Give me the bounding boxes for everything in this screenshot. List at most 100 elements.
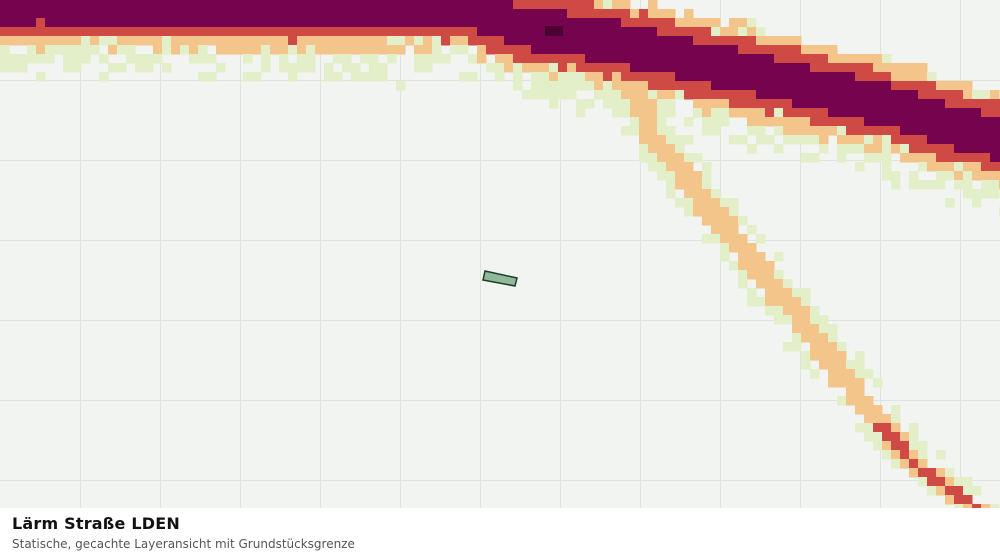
- noise-cell-level_1: [198, 72, 208, 82]
- noise-cell-level_1: [657, 108, 667, 118]
- noise-cell-level_4: [594, 27, 604, 37]
- noise-cell-level_4: [864, 81, 874, 91]
- noise-cell-level_4: [747, 63, 757, 73]
- noise-cell-level_4: [288, 0, 298, 10]
- noise-cell-level_1: [72, 45, 82, 55]
- noise-cell-level_4: [576, 18, 586, 28]
- noise-cell-level_1: [513, 72, 523, 82]
- noise-cell-level_4: [171, 9, 181, 19]
- noise-cell-level_2: [315, 36, 325, 46]
- noise-map[interactable]: [0, 0, 1000, 508]
- noise-cell-level_4: [828, 90, 838, 100]
- noise-cell-level_1: [918, 477, 928, 487]
- noise-cell-level_4: [387, 0, 397, 10]
- noise-cell-level_4: [135, 0, 145, 10]
- noise-cell-level_1: [990, 189, 1000, 199]
- noise-cell-level_4: [630, 27, 640, 37]
- noise-cell-level_4: [972, 117, 982, 127]
- noise-cell-level_4: [576, 36, 586, 46]
- noise-cell-level_3: [612, 63, 622, 73]
- noise-cell-level_4: [243, 9, 253, 19]
- noise-cell-level_2: [396, 45, 406, 55]
- map-canvas[interactable]: [0, 0, 1000, 508]
- noise-cell-level_3: [792, 45, 802, 55]
- noise-cell-level_2: [153, 36, 163, 46]
- noise-cell-level_4: [477, 9, 487, 19]
- noise-cell-level_4: [648, 27, 658, 37]
- noise-cell-level_2: [747, 27, 757, 37]
- noise-cell-level_2: [567, 63, 577, 73]
- noise-cell-level_2: [756, 36, 766, 46]
- noise-cell-level_2: [855, 54, 865, 64]
- noise-cell-level_4: [306, 0, 316, 10]
- noise-cell-level_2: [756, 261, 766, 271]
- noise-cell-level_4: [423, 9, 433, 19]
- noise-cell-level_4: [666, 54, 676, 64]
- noise-cell-level_1: [9, 63, 19, 73]
- noise-cell-level_2: [909, 468, 919, 478]
- noise-cell-level_2: [630, 9, 640, 19]
- noise-cell-level_4: [54, 18, 64, 28]
- noise-cell-level_3: [891, 135, 901, 145]
- noise-cell-level_1: [459, 45, 469, 55]
- noise-cell-level_1: [279, 54, 289, 64]
- noise-cell-level_2: [657, 153, 667, 163]
- noise-cell-level_1: [198, 54, 208, 64]
- noise-cell-level_4: [441, 18, 451, 28]
- noise-cell-level_3: [738, 45, 748, 55]
- noise-cell-level_3: [882, 126, 892, 136]
- noise-cell-level_2: [270, 45, 280, 55]
- noise-cell-level_2: [801, 315, 811, 325]
- noise-cell-level_3: [630, 72, 640, 82]
- noise-cell-level_1: [891, 414, 901, 424]
- noise-cell-level_2: [729, 216, 739, 226]
- noise-cell-level_3: [963, 153, 973, 163]
- noise-cell-level_1: [855, 144, 865, 154]
- noise-cell-level_1: [585, 81, 595, 91]
- noise-cell-level_1: [882, 54, 892, 64]
- noise-cell-level_1: [63, 45, 73, 55]
- noise-cell-level_4: [621, 45, 631, 55]
- noise-cell-level_1: [99, 54, 109, 64]
- noise-cell-level_3: [693, 27, 703, 37]
- noise-cell-level_4: [270, 18, 280, 28]
- noise-cell-level_1: [603, 99, 613, 109]
- noise-cell-level_3: [990, 108, 1000, 118]
- noise-cell-level_2: [648, 126, 658, 136]
- noise-cell-level_1: [837, 342, 847, 352]
- noise-cell-level_3: [882, 72, 892, 82]
- noise-cell-level_1: [801, 153, 811, 163]
- noise-cell-level_2: [423, 36, 433, 46]
- noise-cell-level_3: [864, 126, 874, 136]
- noise-cell-level_2: [711, 18, 721, 28]
- noise-cell-level_4: [729, 72, 739, 82]
- noise-cell-level_1: [36, 72, 46, 82]
- noise-cell-level_1: [774, 108, 784, 118]
- parcel-boundary[interactable]: [482, 270, 518, 287]
- noise-cell-level_4: [864, 117, 874, 127]
- noise-cell-level_1: [360, 54, 370, 64]
- noise-cell-level_3: [990, 162, 1000, 172]
- noise-cell-level_2: [360, 36, 370, 46]
- noise-cell-level_1: [81, 54, 91, 64]
- noise-cell-level_1: [684, 153, 694, 163]
- noise-cell-level_4: [225, 9, 235, 19]
- noise-cell-level_3: [819, 54, 829, 64]
- noise-cell-level_4: [954, 144, 964, 154]
- noise-cell-level_2: [900, 72, 910, 82]
- noise-cell-level_4: [360, 9, 370, 19]
- noise-cell-level_3: [954, 486, 964, 496]
- noise-cell-level_3: [990, 99, 1000, 109]
- noise-cell-level_2: [720, 225, 730, 235]
- noise-cell-level_4: [198, 0, 208, 10]
- noise-cell-level_3: [855, 63, 865, 73]
- noise-cell-level_1: [72, 63, 82, 73]
- noise-cell-level_2: [36, 36, 46, 46]
- noise-cell-level_3: [747, 45, 757, 55]
- noise-cell-level_4: [936, 117, 946, 127]
- noise-cell-level_3: [819, 117, 829, 127]
- noise-cell-level_3: [972, 99, 982, 109]
- noise-cell-level_4: [801, 90, 811, 100]
- noise-cell-level_3: [477, 36, 487, 46]
- noise-cell-level_4: [900, 126, 910, 136]
